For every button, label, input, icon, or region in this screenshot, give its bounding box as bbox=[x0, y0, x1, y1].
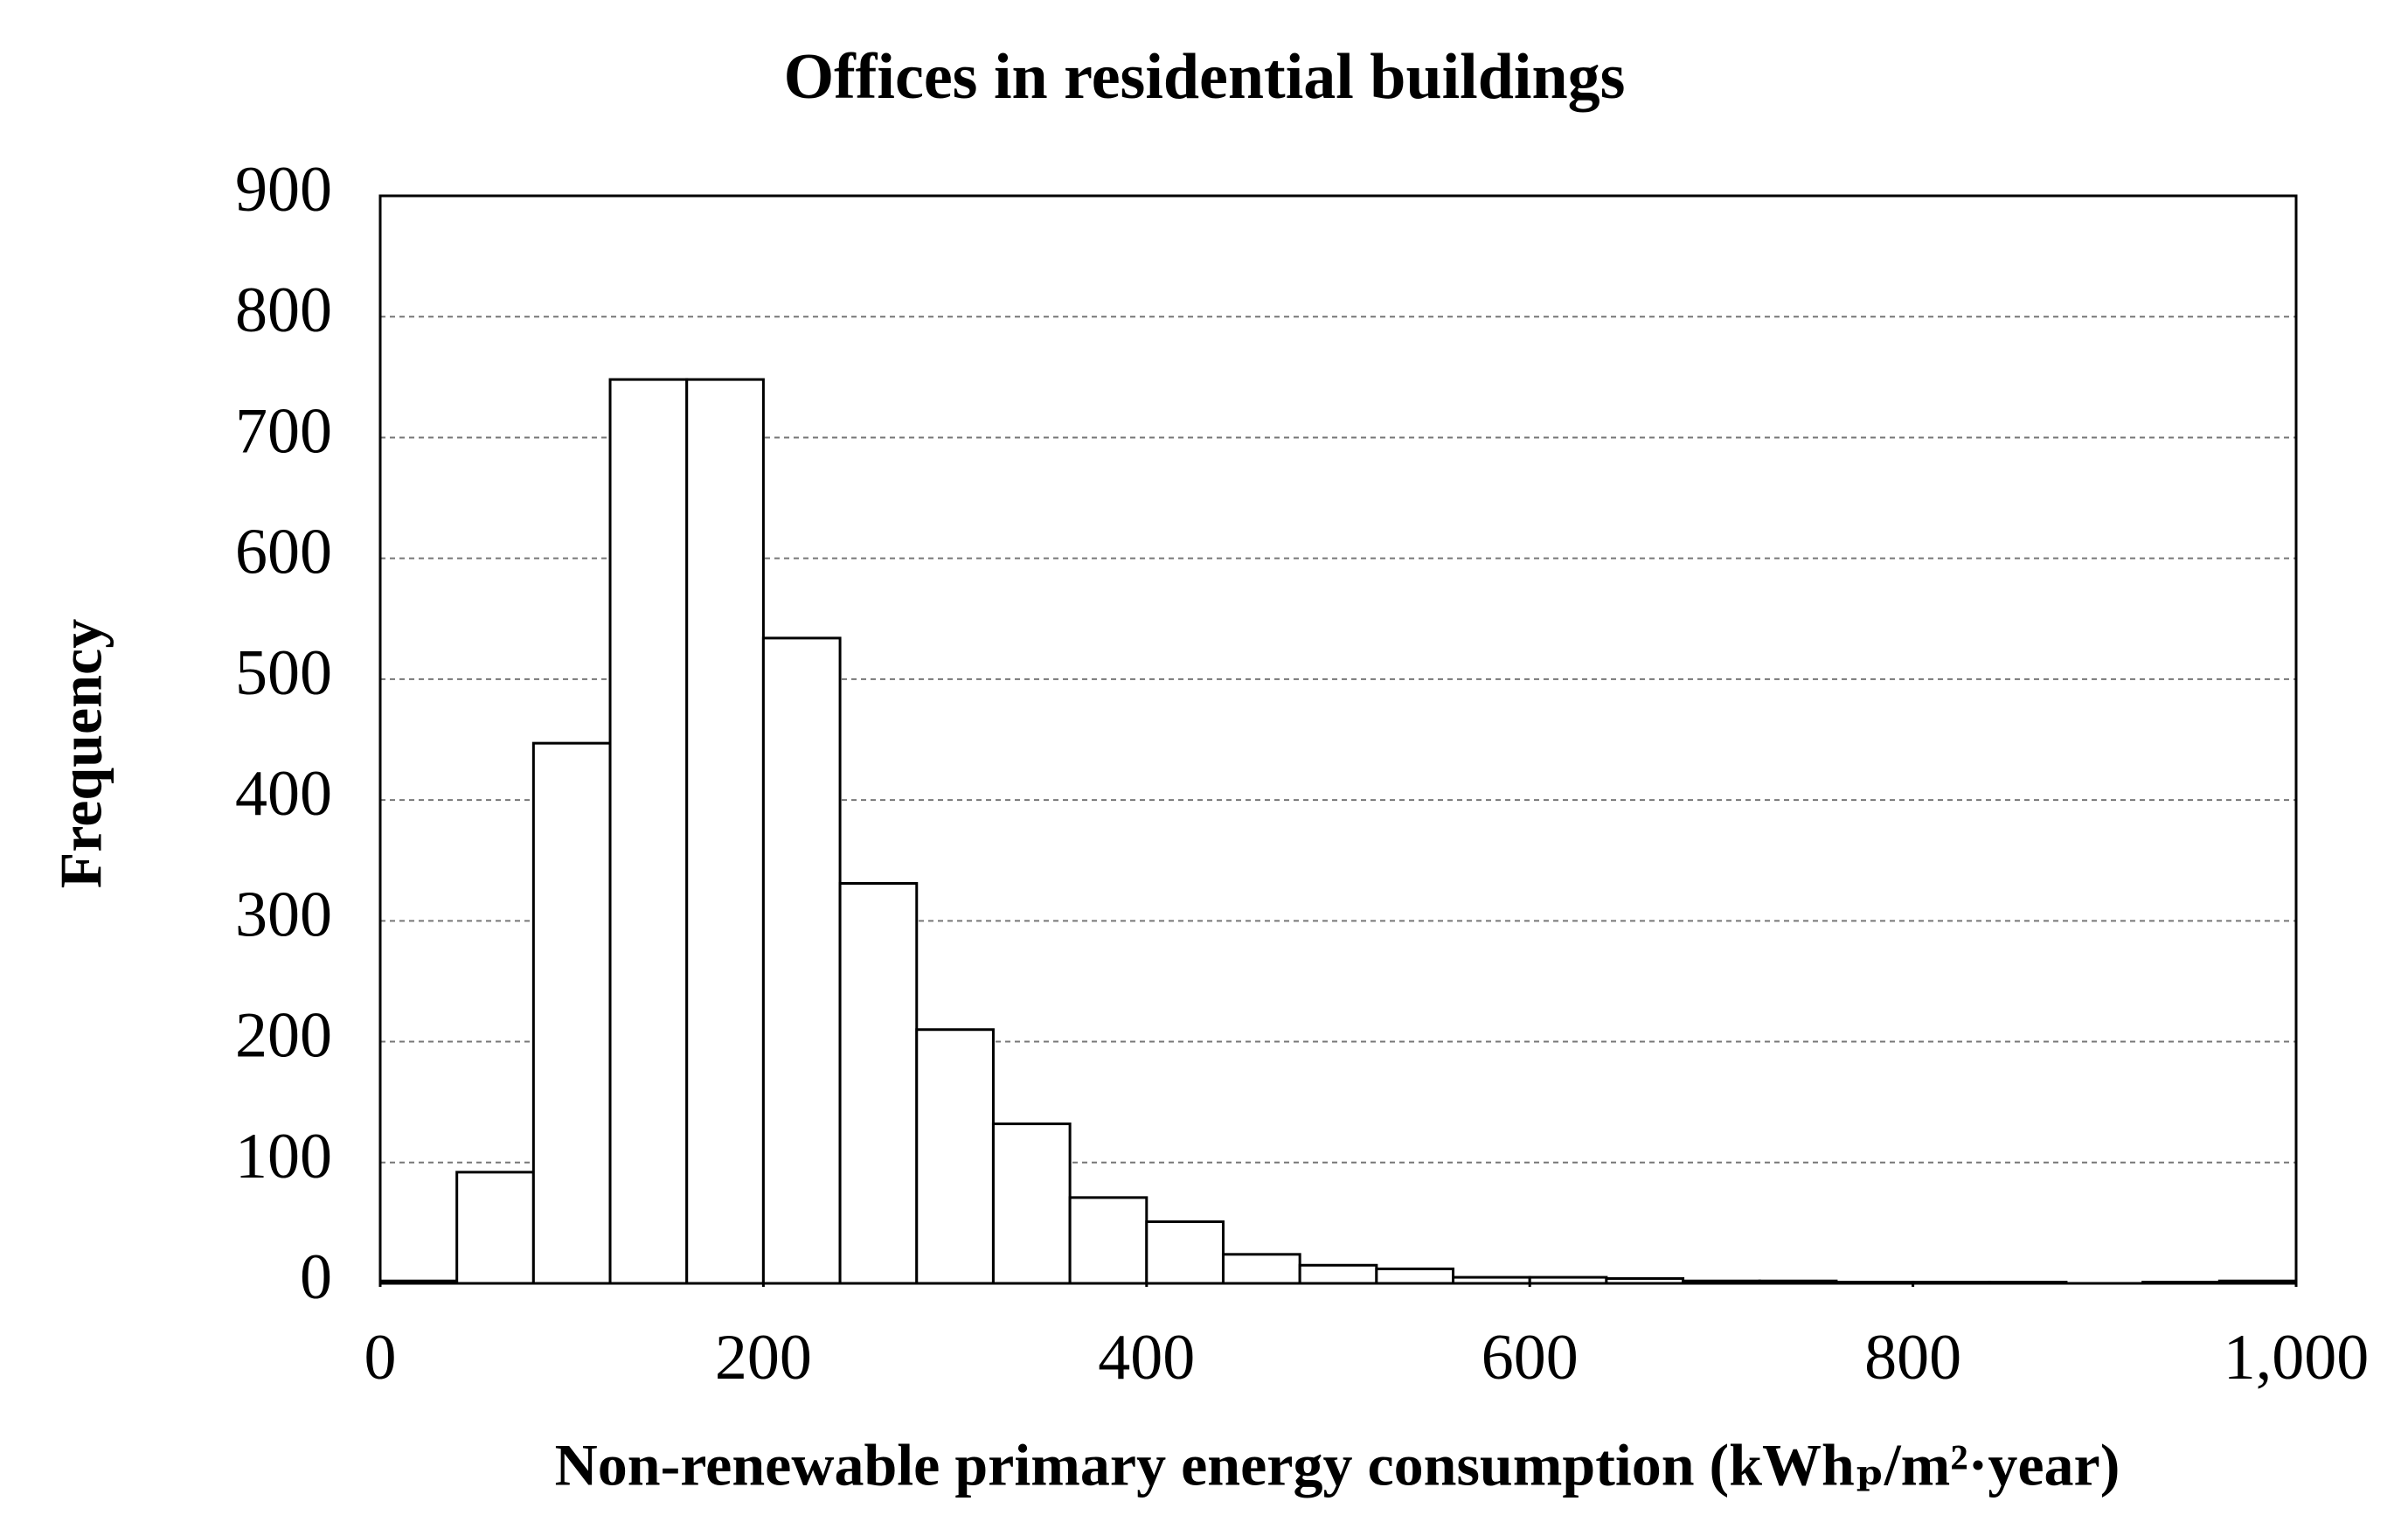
bar bbox=[685, 378, 765, 1285]
y-tick-label: 500 bbox=[235, 637, 332, 709]
bar bbox=[991, 1122, 1072, 1285]
plot-frame bbox=[378, 194, 2298, 1285]
x-tick-label: 1,000 bbox=[2224, 1322, 2370, 1394]
x-tick-label: 800 bbox=[1864, 1322, 1961, 1394]
y-tick-label: 400 bbox=[235, 758, 332, 830]
y-axis-label: Frequency bbox=[48, 619, 115, 889]
bar bbox=[1221, 1253, 1301, 1285]
bar bbox=[761, 636, 842, 1285]
bar bbox=[1145, 1220, 1225, 1285]
bar bbox=[531, 741, 612, 1285]
bar bbox=[455, 1171, 535, 1285]
x-tick-label: 200 bbox=[715, 1322, 812, 1394]
bar bbox=[1068, 1196, 1148, 1285]
x-tick-label: 400 bbox=[1098, 1322, 1195, 1394]
x-tick-label: 600 bbox=[1482, 1322, 1579, 1394]
bar bbox=[838, 881, 919, 1285]
bar bbox=[608, 378, 689, 1285]
y-tick-label: 100 bbox=[235, 1121, 332, 1192]
y-tick-label: 200 bbox=[235, 1000, 332, 1072]
chart-title: Offices in residential buildings bbox=[784, 41, 1626, 113]
y-tick-label: 900 bbox=[235, 154, 332, 226]
bar bbox=[1375, 1267, 1455, 1285]
y-tick-label: 700 bbox=[235, 395, 332, 467]
x-axis-label: Non-renewable primary energy consumption… bbox=[555, 1432, 2120, 1498]
x-tick-label: 0 bbox=[364, 1322, 397, 1394]
y-tick-label: 0 bbox=[300, 1241, 332, 1313]
y-tick-label: 600 bbox=[235, 517, 332, 588]
y-tick-label: 300 bbox=[235, 879, 332, 950]
bar bbox=[915, 1028, 995, 1285]
y-tick-label: 800 bbox=[235, 275, 332, 346]
bar bbox=[1298, 1263, 1378, 1285]
